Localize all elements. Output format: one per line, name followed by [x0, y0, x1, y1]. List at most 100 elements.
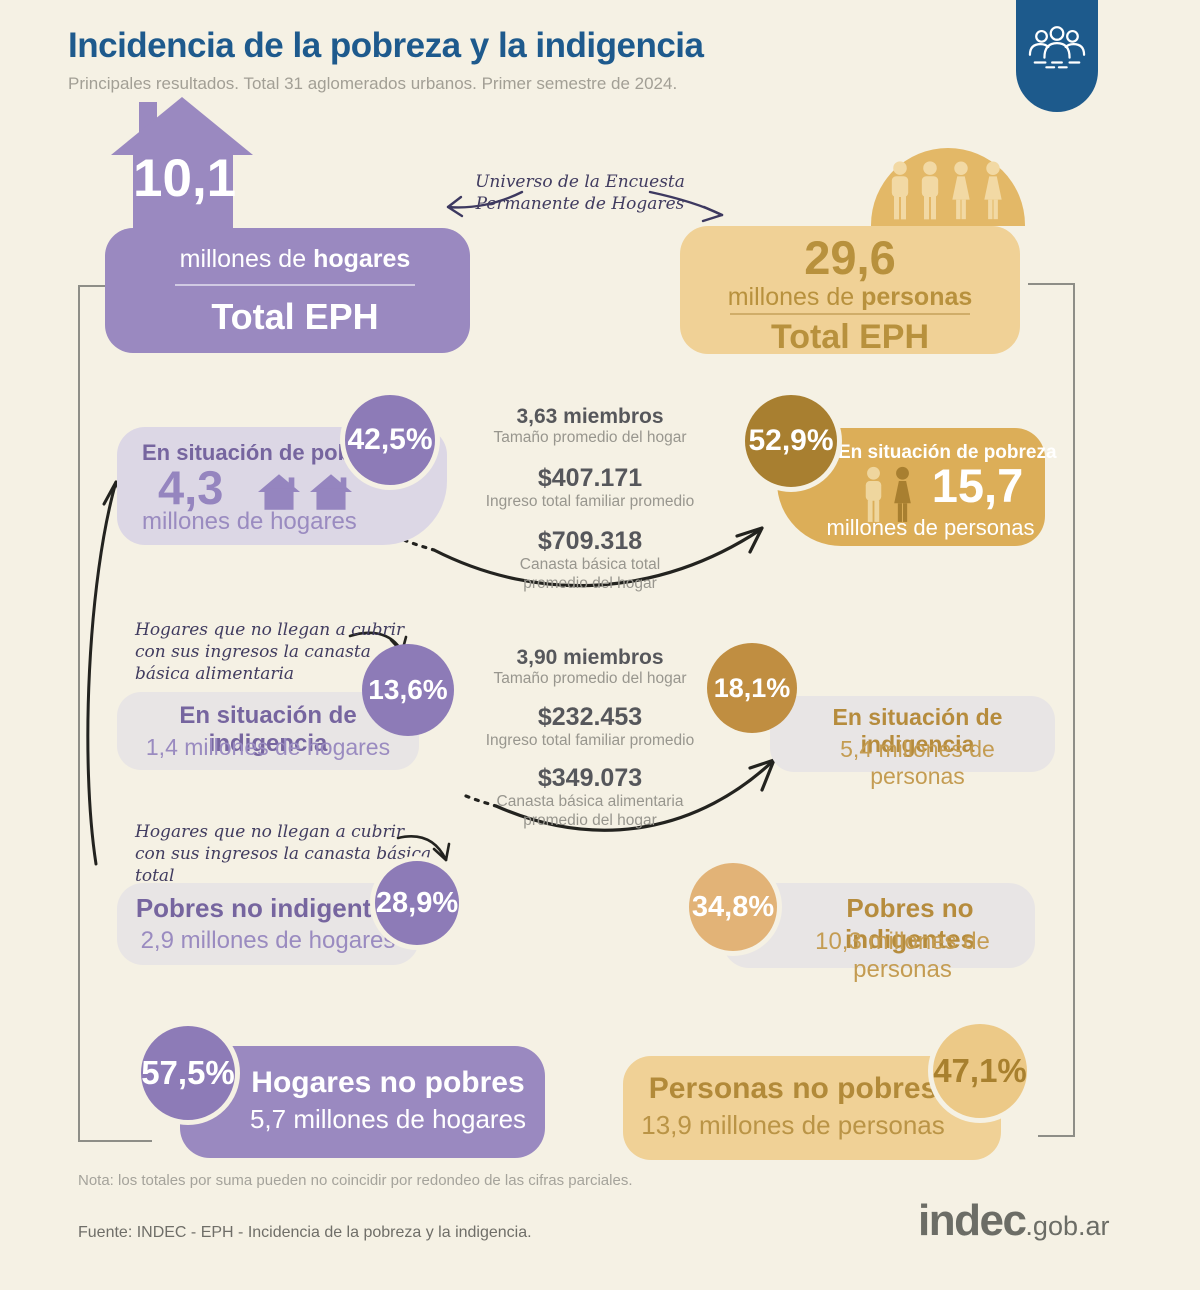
persons-figures [888, 160, 1008, 222]
households-total-box [105, 228, 470, 353]
indec-logo-suffix: .gob.ar [1025, 1211, 1110, 1241]
hogares-pobres-box [117, 883, 419, 965]
right-bracket-line [1028, 283, 1075, 1137]
left-bracket-line [78, 285, 152, 1142]
page-subtitle: Principales resultados. Total 31 aglomer… [68, 74, 678, 93]
personas-pobreza-value: 15,7 [931, 459, 1024, 512]
person-male-icon [918, 160, 942, 222]
stat-basket-label: Canasta básica total promedio del hogar [460, 556, 720, 593]
personas-no-pobres-value: 13,9 millones de personas [641, 1110, 945, 1140]
persons-unit-prefix: millones de [727, 283, 862, 311]
personas-pobres-title: Pobres no indigentes [844, 893, 975, 954]
personas-pobres-pct: 34,8% [691, 890, 775, 923]
stat-basket-label-1: Canasta básica alimentaria [496, 793, 684, 811]
stat-members-label: Tamaño promedio del hogar [493, 670, 687, 687]
households-total-value: 10,1 [133, 149, 237, 208]
households-divider [175, 284, 415, 286]
persons-total-box [680, 226, 1020, 354]
footnote: Nota: los totales por suma pueden no coi… [78, 1172, 633, 1189]
persons-total-value: 29,6 [804, 231, 896, 284]
hogares-pobreza-value: 4,3 [158, 461, 224, 514]
hogares-no-pobres-pct-badge: 57,5% [136, 1021, 240, 1125]
hogares-pobreza-pct-badge: 42,5% [340, 390, 440, 490]
arrow-note-pobres [396, 835, 451, 862]
persons-unit-bold: personas [861, 283, 973, 311]
households-total-unit: millones de hogares [135, 245, 455, 274]
personas-indigencia-pct-badge: 18,1% [707, 643, 797, 733]
hogares-indigencia-pct: 13,6% [368, 674, 448, 705]
hogares-no-pobres-title: Hogares no pobres [251, 1066, 525, 1099]
households-scope-label: Total EPH [211, 296, 379, 337]
households-unit-prefix: millones de [179, 245, 314, 273]
personas-pobreza-figures [862, 466, 915, 524]
personas-indigencia-pct: 18,1% [713, 672, 791, 703]
personas-no-pobres-title: Personas no pobres [648, 1072, 938, 1105]
hogares-no-pobres-box [180, 1046, 545, 1158]
hogares-pobres-title: Pobres no indigentes [135, 893, 401, 923]
stat-basket-label-1: Canasta básica total [519, 556, 661, 574]
hogares-pobres-pct-badge: 28,9% [370, 856, 464, 950]
note-pobres-no-indigentes: Hogares que no llegan a cubrir con sus i… [135, 822, 432, 886]
universe-label-line2: Permanente de Hogares [475, 193, 685, 214]
hogares-pobres-pct: 28,9% [375, 886, 459, 919]
stat-members-label: Tamaño promedio del hogar [493, 429, 687, 446]
hogares-no-pobres-value: 5,7 millones de hogares [249, 1104, 527, 1134]
person-female-icon [980, 160, 1006, 222]
stat-income: $232.453 [537, 702, 643, 731]
stat-income-label: Ingreso total familiar promedio [485, 492, 695, 510]
arrow-up-to-pobreza [86, 480, 126, 866]
stats-indigencia-block: 3,90 miembros Tamaño promedio del hogar … [460, 646, 720, 830]
house-icon [258, 474, 300, 510]
house-icon [310, 474, 352, 510]
stat-members: 3,63 miembros [516, 405, 664, 428]
households-unit-bold: hogares [313, 245, 411, 273]
persons-scope-label: Total EPH [770, 318, 930, 356]
arrow-indigencia-swoosh [464, 758, 776, 832]
stat-basket-label-2: promedio del hogar [523, 811, 657, 829]
universe-label: Universo de la Encuesta Permanente de Ho… [465, 172, 695, 216]
persons-divider [730, 313, 970, 315]
hogares-pobreza-unit: millones de hogares [142, 508, 357, 535]
stat-income: $407.171 [537, 463, 643, 492]
personas-no-pobres-pct-badge: 47,1% [928, 1019, 1032, 1123]
person-female-icon [890, 466, 915, 524]
personas-pobreza-title: En situación de pobreza [838, 442, 1057, 463]
personas-pobres-pct-badge: 34,8% [684, 858, 782, 956]
hogares-pobres-value: 2,9 millones de hogares [140, 927, 396, 954]
person-male-icon [862, 466, 885, 524]
universe-left-arrow [446, 190, 524, 218]
personas-indigencia-box [770, 696, 1055, 772]
indec-logo: indec .gob.ar [918, 1196, 1109, 1246]
personas-pobreza-pct: 52,9% [748, 424, 834, 457]
universe-label-line1: Universo de la Encuesta [475, 172, 685, 192]
indec-badge [1016, 0, 1098, 112]
personas-pobres-value: 10,3 millones de personas [815, 928, 990, 983]
person-male-icon [888, 160, 912, 222]
person-female-icon [948, 160, 974, 222]
universe-right-arrow [648, 190, 724, 223]
stat-basket: $349.073 [537, 764, 643, 793]
stat-basket-label: Canasta básica alimentaria promedio del … [460, 793, 720, 830]
people-group-icon [1028, 22, 1086, 72]
page-title: Incidencia de la pobreza y la indigencia [68, 26, 704, 65]
hogares-indigencia-value: 1,4 millones de hogares [145, 734, 391, 760]
source-note: Fuente: INDEC - EPH - Incidencia de la p… [78, 1224, 532, 1241]
hogares-no-pobres-pct: 57,5% [141, 1054, 235, 1091]
personas-indigencia-title: En situación de indigencia [832, 704, 1003, 757]
personas-no-pobres-pct: 47,1% [933, 1052, 1027, 1089]
personas-indigencia-value: 5,4 millones de personas [840, 736, 995, 789]
stat-members: 3,90 miembros [516, 646, 664, 669]
arrow-pobreza-swoosh [402, 526, 764, 588]
personas-pobreza-unit: millones de personas [826, 515, 1035, 540]
house-icon [95, 95, 267, 232]
persons-total-unit: millones de personas [700, 283, 1000, 312]
stat-basket-label-2: promedio del hogar [523, 574, 657, 592]
note-indigencia: Hogares que no llegan a cubrir con sus i… [135, 620, 405, 684]
hogares-indigencia-pct-badge: 13,6% [362, 644, 454, 736]
personas-pobreza-pct-badge: 52,9% [740, 390, 842, 492]
stats-pobreza-block: 3,63 miembros Tamaño promedio del hogar … [460, 405, 720, 593]
stat-basket: $709.318 [537, 527, 643, 556]
stat-income-label: Ingreso total familiar promedio [485, 731, 695, 749]
hogares-indigencia-title: En situación de indigencia [179, 702, 357, 757]
